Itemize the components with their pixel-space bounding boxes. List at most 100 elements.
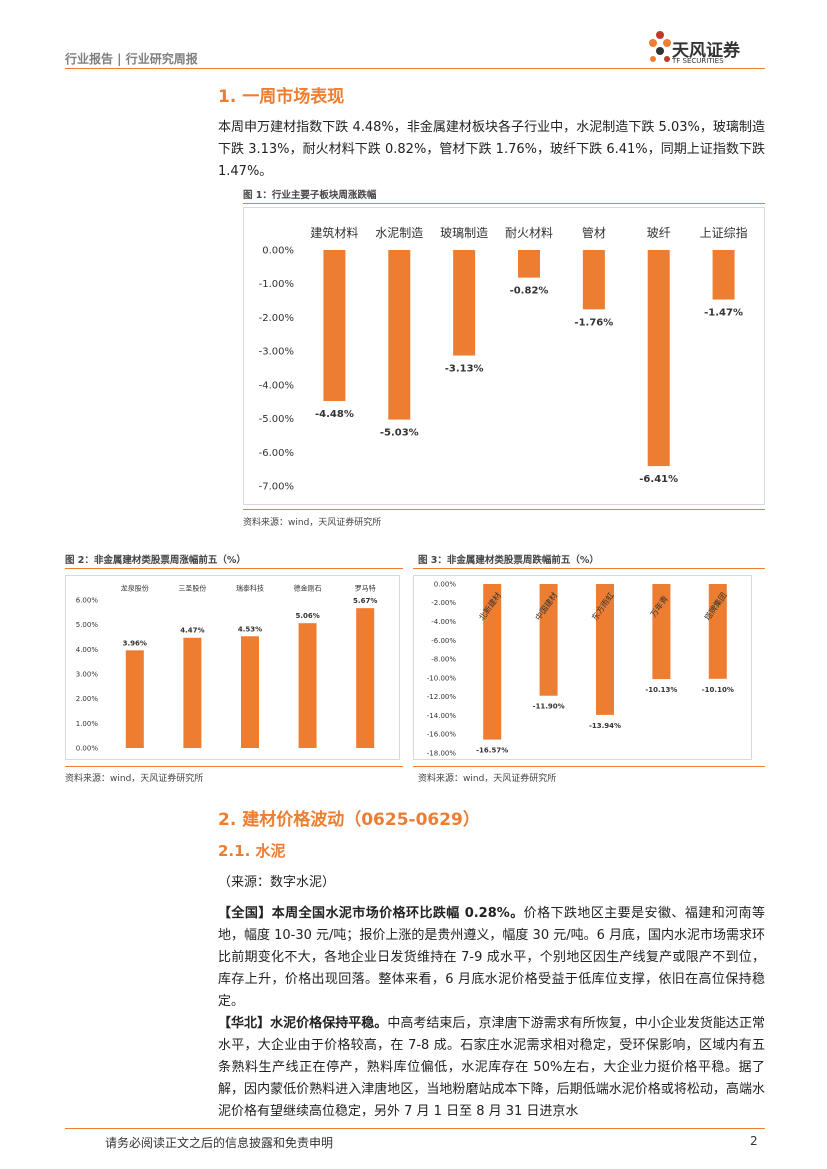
y-tick-label: -8.00% <box>431 656 456 664</box>
chart: 0.00% 1.00% 2.00% 3.00% 4.00% 5.00% 6.00% 3.96%… <box>65 575 400 760</box>
section-title: 2. 建材价格波动（0625-0629） <box>218 810 480 830</box>
y-tick-label: -10.00% <box>427 674 457 682</box>
section-title: 1. 一周市场表现 <box>218 87 345 107</box>
source: 资料来源：wind，天风证券研究所 <box>418 774 557 784</box>
category-label: 水泥制造 <box>375 226 423 240</box>
y-tick-label: 6.00% <box>76 596 99 604</box>
chart: 0.00% -1.00% -2.00% -3.00% -4.00% -5.00% -6.00… <box>243 207 765 505</box>
value-label: 5.06% <box>295 612 319 620</box>
category-label: 瑞泰科技 <box>236 583 264 592</box>
bar <box>712 250 735 300</box>
bar <box>539 584 558 696</box>
figure-caption: 图 1：行业主要子板块周涨跌幅 <box>243 190 377 201</box>
value-label: -6.41% <box>639 474 678 485</box>
value-label: 3.96% <box>123 639 147 647</box>
body: 中高考结束后，京津唐下游需求有所恢复，中小企业发货能达正常水平，大企业由于价格较… <box>218 1016 765 1119</box>
bar <box>453 250 476 356</box>
y-tick-label: -6.00% <box>431 637 456 645</box>
caption-rule <box>243 203 765 204</box>
subsection-title: 2.1. 水泥 <box>218 842 286 860</box>
y-tick-label: -1.00% <box>259 279 294 290</box>
source-note: （来源：数字水泥） <box>218 875 336 890</box>
header-left: 行业报告 | 行业研究周报 <box>65 52 198 66</box>
category-label: 管材 <box>582 225 606 240</box>
category-label: 罗马特 <box>355 583 376 592</box>
paragraph: 【全国】本周全国水泥市场价格环比跌幅 0.28%。价格下跌地区主要是安徽、福建和… <box>218 903 765 1013</box>
category-label: 耐火材料 <box>505 226 553 240</box>
category-label: 三圣股份 <box>178 583 206 592</box>
bar <box>241 636 259 748</box>
bar <box>298 623 317 748</box>
paragraph: 本周申万建材指数下跌 4.48%，非金属建材板块各子行业中，水泥制造下跌 5.0… <box>218 120 765 179</box>
bar <box>652 584 671 680</box>
brand: 天风证券 <box>672 41 740 61</box>
category-label: 上证综指 <box>700 225 748 240</box>
y-tick-label: 2.00% <box>76 695 99 703</box>
source-rule <box>65 766 403 767</box>
y-tick-label: 0.00% <box>262 246 294 257</box>
logo <box>649 31 671 62</box>
body: 价格下跌地区主要是安徽、福建和河南等地，幅度 10-30 元/吨；报价上涨的是贵… <box>218 906 766 1009</box>
source-rule <box>413 766 765 767</box>
bar <box>708 584 727 679</box>
disclaimer: 请务必阅读正文之后的信息披露和免责申明 <box>105 1136 334 1150</box>
category-label: 玻璃制造 <box>440 226 488 240</box>
y-tick-label: -14.00% <box>427 712 457 720</box>
value-label: -10.13% <box>645 686 677 694</box>
y-tick-label: -18.00% <box>427 749 457 757</box>
category-label: 德金刚石 <box>294 583 322 592</box>
figure-caption: 图 3：非金属建材类股票周跌幅前五（%） <box>418 555 599 566</box>
y-tick-label: -6.00% <box>259 448 294 459</box>
paragraph: 【华北】水泥价格保持平稳。中高考结束后，京津唐下游需求有所恢复，中小企业发货能达… <box>218 1013 765 1123</box>
bar <box>356 608 375 748</box>
y-tick-label: 0.00% <box>76 744 99 752</box>
y-tick-label: -4.00% <box>259 380 294 391</box>
bar <box>582 250 605 310</box>
y-tick-label: 1.00% <box>76 720 99 728</box>
chart: 0.00% -2.00% -4.00% -6.00% -8.00% -10.00% -12.… <box>413 575 752 760</box>
category-label: 建筑材料 <box>310 225 358 240</box>
y-tick-label: -2.00% <box>259 313 294 324</box>
category-label: 龙泉股份 <box>121 583 149 592</box>
category-label: 玻纤 <box>647 226 671 240</box>
y-tick-label: 0.00% <box>434 580 457 588</box>
value-label: -13.94% <box>589 722 621 730</box>
lead: 【华北】水泥价格保持平稳。 <box>218 1016 388 1031</box>
y-tick-label: -7.00% <box>259 482 294 493</box>
bar <box>647 250 670 467</box>
page-number: 2 <box>750 1134 758 1148</box>
value-label: -1.47% <box>704 308 743 319</box>
lead: 【全国】本周全国水泥市场价格环比跌幅 0.28%。 <box>218 906 524 921</box>
value-label: 4.53% <box>238 625 262 633</box>
bar <box>388 250 411 420</box>
brand-en: TF SECURITIES <box>672 57 724 65</box>
value-label: -11.90% <box>533 703 565 711</box>
value-label: -1.76% <box>574 317 613 328</box>
figure-caption: 图 2：非金属建材类股票周涨幅前五（%） <box>65 555 246 566</box>
value-label: 4.47% <box>180 627 204 635</box>
y-tick-label: -12.00% <box>427 693 457 701</box>
value-label: -10.10% <box>702 686 734 694</box>
bar <box>125 650 144 748</box>
value-label: -16.57% <box>476 747 508 755</box>
y-tick-label: -2.00% <box>431 599 456 607</box>
y-tick-label: -3.00% <box>259 347 294 358</box>
value-label: -5.03% <box>380 428 419 439</box>
bar <box>596 584 614 715</box>
source-rule <box>243 509 765 510</box>
value-label: -3.13% <box>445 364 484 375</box>
bar <box>483 584 502 740</box>
caption-rule <box>413 568 765 569</box>
y-tick-label: 3.00% <box>76 670 99 678</box>
header-rule <box>65 68 765 69</box>
y-tick-label: -16.00% <box>427 731 457 739</box>
y-tick-label: 5.00% <box>76 621 99 629</box>
bar <box>323 250 346 402</box>
y-tick-label: 4.00% <box>76 646 99 654</box>
value-label: -0.82% <box>510 286 549 297</box>
footer-rule <box>65 1128 765 1129</box>
bar <box>183 637 202 748</box>
source: 资料来源：wind，天风证券研究所 <box>65 774 204 784</box>
y-tick-label: -5.00% <box>259 414 294 425</box>
